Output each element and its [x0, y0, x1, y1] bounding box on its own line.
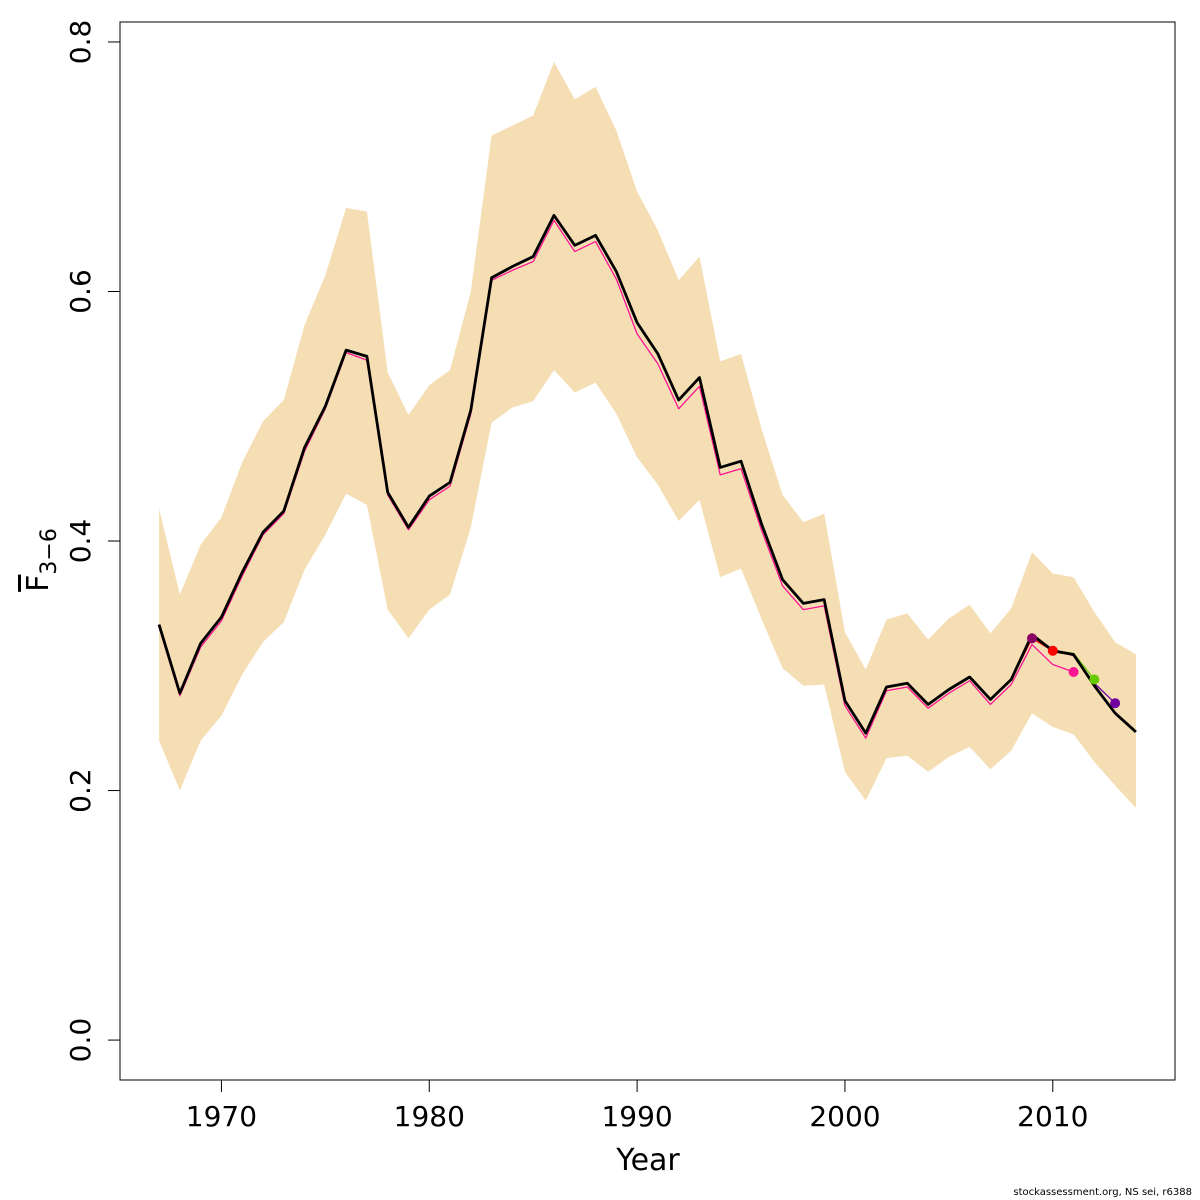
y-tick-label: 0.8: [64, 20, 97, 65]
series-line: [158, 219, 1074, 739]
y-tick-label: 0.4: [64, 519, 97, 564]
series-line: [157, 213, 1137, 735]
x-tick-label: 2000: [809, 1100, 880, 1133]
x-tick-label: 2010: [1017, 1100, 1088, 1133]
x-tick-label: 1990: [601, 1100, 672, 1133]
y-tick-label: 0.0: [64, 1018, 97, 1063]
y-axis-title-main: F: [21, 575, 56, 592]
x-axis-title: Year: [615, 1143, 680, 1178]
series-end-point: [1089, 674, 1100, 685]
y-axis-title: F3−6: [21, 528, 62, 592]
confidence-band: [159, 61, 1136, 809]
y-tick-label: 0.2: [64, 768, 97, 813]
x-tick-label: 1970: [186, 1100, 257, 1133]
y-tick-label: 0.6: [64, 269, 97, 314]
x-tick-label: 1980: [394, 1100, 465, 1133]
footer: stockassessment.org, NS sei, r6388: [1013, 1187, 1192, 1198]
series-end-point: [1027, 633, 1038, 644]
y-axis-title-text: F3−6: [21, 528, 62, 592]
y-axis-title-sub: 3−6: [37, 528, 62, 574]
series-end-point: [1110, 698, 1121, 709]
series-end-point: [1068, 667, 1079, 678]
series-end-point: [1047, 645, 1058, 656]
